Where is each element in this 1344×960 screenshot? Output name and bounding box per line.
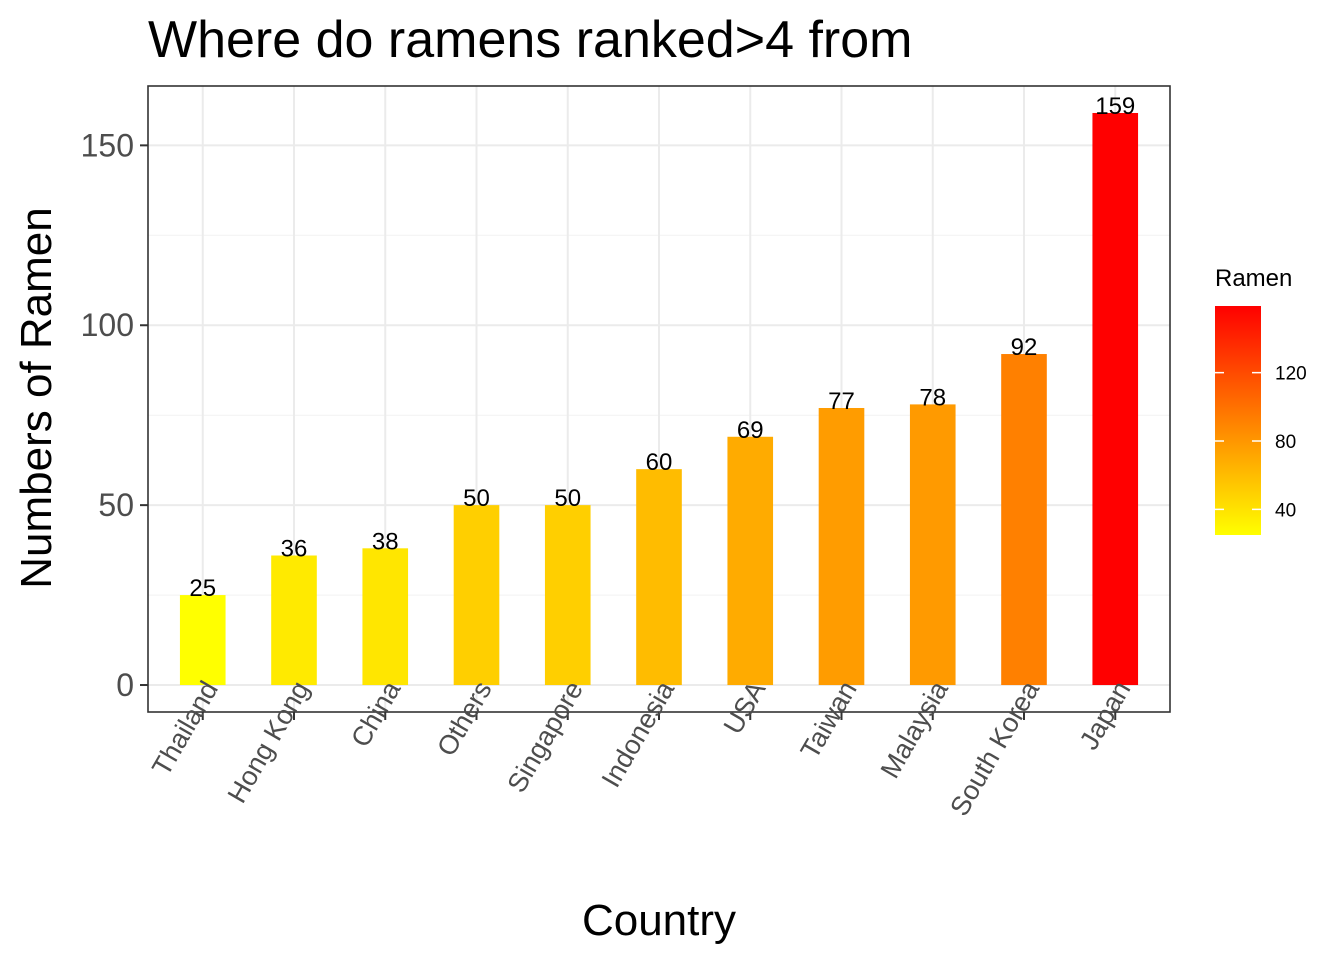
data-label: 25	[189, 575, 216, 602]
y-tick-label: 150	[81, 127, 134, 163]
data-label: 77	[828, 388, 855, 415]
bar-thailand	[179, 595, 226, 686]
legend-ticks: 40 80 120	[1215, 364, 1307, 521]
data-label: 50	[463, 485, 490, 512]
legend-title: Ramen	[1215, 265, 1292, 292]
color-legend: Ramen 40 80 120	[1215, 265, 1307, 535]
bar-singapore	[544, 505, 591, 686]
y-tick-label: 50	[98, 487, 134, 523]
bar-china	[362, 548, 409, 686]
data-label: 50	[554, 485, 581, 512]
x-axis-title: Country	[582, 896, 736, 945]
data-labels-group: 25 36 38 50 50 60 69 77 78 92 159	[189, 93, 1135, 602]
y-axis-title: Numbers of Ramen	[12, 207, 61, 588]
chart-title: Where do ramens ranked>4 from	[148, 11, 912, 69]
bar-japan	[1092, 112, 1139, 686]
data-label: 92	[1011, 334, 1038, 361]
legend-colorbar	[1215, 306, 1261, 535]
data-label: 36	[281, 536, 308, 563]
data-label: 159	[1095, 93, 1135, 120]
y-axis: 0 50 100 150	[81, 127, 148, 703]
data-label: 69	[737, 417, 764, 444]
bar-malaysia	[909, 404, 956, 686]
bar-usa	[727, 436, 774, 686]
legend-tick-label: 120	[1275, 364, 1307, 385]
bar-others	[453, 505, 500, 686]
data-label: 60	[646, 449, 673, 476]
bars-group	[179, 112, 1139, 686]
bar-taiwan	[818, 407, 865, 686]
legend-tick-label: 40	[1275, 500, 1296, 521]
y-tick-label: 0	[116, 667, 134, 703]
bar-hong-kong	[271, 555, 317, 686]
data-label: 38	[372, 528, 399, 555]
bar-south-korea	[1001, 354, 1047, 686]
legend-tick-label: 80	[1275, 432, 1296, 453]
data-label: 78	[919, 384, 946, 411]
y-tick-label: 100	[81, 307, 134, 343]
bar-indonesia	[636, 469, 682, 686]
